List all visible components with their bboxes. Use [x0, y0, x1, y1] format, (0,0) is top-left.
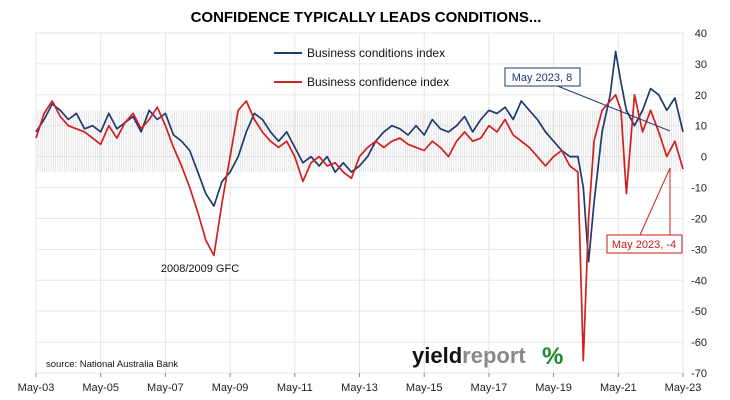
y-tick-label: 0 — [701, 152, 707, 164]
y-tick-label: 40 — [695, 28, 707, 40]
gfc-annotation: 2008/2009 GFC — [161, 263, 239, 275]
source-note: source: National Australia Bank — [46, 359, 178, 370]
y-tick-label: -20 — [691, 213, 707, 225]
y-tick-label: 30 — [695, 59, 707, 71]
callout-confidence-label: May 2023, -4 — [612, 239, 676, 251]
x-tick-label: May-15 — [406, 382, 443, 394]
callout-conditions-label: May 2023, 8 — [512, 72, 573, 84]
callout-confidence-leader — [639, 167, 671, 236]
x-tick-label: May-03 — [18, 382, 55, 394]
brand-logo: yieldreport % — [412, 343, 563, 370]
y-tick-label: 20 — [695, 90, 707, 102]
x-tick-label: May-17 — [471, 382, 508, 394]
y-tick-label: -30 — [691, 244, 707, 256]
series-line-conditions — [35, 50, 684, 263]
callout-confidence: May 2023, -4 — [606, 167, 683, 254]
gridlines — [35, 32, 684, 374]
x-tick-label: May-13 — [341, 382, 378, 394]
y-tick-label: -50 — [691, 306, 707, 318]
y-tick-label: -70 — [691, 368, 707, 380]
brand-word-dark: yield — [412, 343, 462, 368]
callout-conditions-leader — [554, 84, 671, 132]
brand-percent-symbol: % — [542, 343, 563, 370]
callout-confidence-box — [606, 234, 683, 254]
y-tick-label: -10 — [691, 183, 707, 195]
chart-title: CONFIDENCE TYPICALLY LEADS CONDITIONS... — [191, 9, 542, 26]
x-tick-label: May-21 — [600, 382, 637, 394]
x-tick-label: May-19 — [535, 382, 572, 394]
svg-text:yieldreport: yieldreport — [412, 343, 526, 368]
legend-label-conditions: Business conditions index — [307, 46, 445, 60]
y-tick-label: 10 — [695, 121, 707, 133]
x-tick-label: May-09 — [212, 382, 249, 394]
x-tick-label: May-07 — [147, 382, 184, 394]
y-tick-label: -60 — [691, 337, 707, 349]
x-tick-label: May-11 — [277, 382, 313, 394]
y-axis-ticks: 40 30 20 10 0 -10 -20 -30 -40 -50 -60 -70 — [691, 28, 707, 380]
y-tick-label: -40 — [691, 275, 707, 287]
callout-conditions: May 2023, 8 — [504, 67, 671, 132]
x-tick-label: May-23 — [665, 382, 702, 394]
series-lines — [35, 50, 684, 362]
legend: Business conditions index Business confi… — [274, 46, 449, 89]
x-axis-ticks: May-03 May-05 May-07 May-09 May-11 May-13 May-… — [18, 373, 702, 394]
series-line-confidence — [35, 93, 684, 362]
callout-conditions-box — [504, 67, 581, 87]
x-tick-label: May-05 — [82, 382, 119, 394]
legend-label-confidence: Business confidence index — [307, 75, 449, 89]
brand-word-light: report — [462, 343, 526, 368]
